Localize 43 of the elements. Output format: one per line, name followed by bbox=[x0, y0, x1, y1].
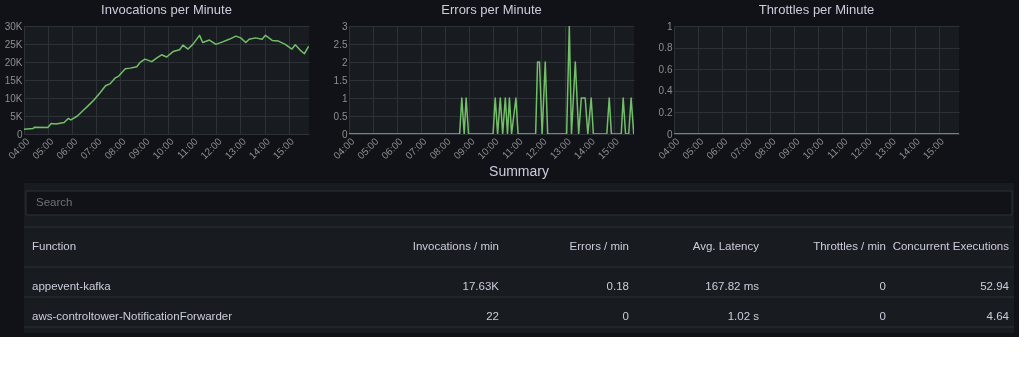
y-tick-label: 2 bbox=[341, 56, 348, 68]
text: Invocations / min bbox=[412, 240, 499, 252]
text: aws-controltower-NotificationForwarder bbox=[32, 310, 233, 322]
y-tick-label: 1.5 bbox=[333, 74, 348, 86]
text: 1.02 s bbox=[727, 310, 760, 322]
chart-title: Throttles per Minute bbox=[758, 2, 875, 17]
y-tick-label: 2.5 bbox=[333, 38, 348, 50]
y-tick-label: 1 bbox=[341, 92, 348, 104]
y-tick-label: 0 bbox=[666, 128, 673, 140]
y-tick-label: 10K bbox=[4, 92, 23, 104]
y-tick-label: 15K bbox=[4, 74, 23, 86]
y-tick-label: 30K bbox=[4, 20, 23, 32]
text: Summary bbox=[489, 163, 549, 179]
y-tick-label: 0.6 bbox=[658, 63, 673, 75]
text: Errors / min bbox=[569, 240, 629, 252]
text: 52.94 bbox=[980, 280, 1010, 292]
text: Avg. Latency bbox=[692, 240, 760, 252]
y-tick-label: 0.2 bbox=[658, 106, 673, 118]
text: 0 bbox=[879, 280, 886, 292]
text: Concurrent Executions bbox=[892, 240, 1010, 252]
text: Throttles / min bbox=[813, 240, 886, 252]
y-tick-label: 0.8 bbox=[658, 42, 673, 54]
text: 0 bbox=[622, 310, 629, 322]
text: 17.63K bbox=[462, 280, 500, 292]
y-tick-label: 0 bbox=[16, 128, 23, 140]
text: 22 bbox=[486, 310, 499, 322]
y-tick-label: 25K bbox=[4, 38, 23, 50]
y-tick-label: 20K bbox=[4, 56, 23, 68]
chart-title: Errors per Minute bbox=[441, 2, 542, 17]
text: Function bbox=[32, 240, 77, 252]
chart-title: Invocations per Minute bbox=[101, 2, 232, 17]
text: appevent-kafka bbox=[32, 280, 112, 292]
text: Search bbox=[36, 196, 73, 208]
y-tick-label: 5K bbox=[10, 110, 23, 122]
y-tick-label: 0.5 bbox=[333, 110, 348, 122]
y-tick-label: 0 bbox=[341, 128, 348, 140]
y-tick-label: 0.4 bbox=[658, 85, 673, 97]
text: 0.18 bbox=[606, 280, 629, 292]
y-tick-label: 3 bbox=[341, 20, 348, 32]
text: 0 bbox=[879, 310, 886, 322]
text: 4.64 bbox=[986, 310, 1010, 322]
y-tick-label: 1 bbox=[666, 20, 673, 32]
text: 167.82 ms bbox=[705, 280, 760, 292]
